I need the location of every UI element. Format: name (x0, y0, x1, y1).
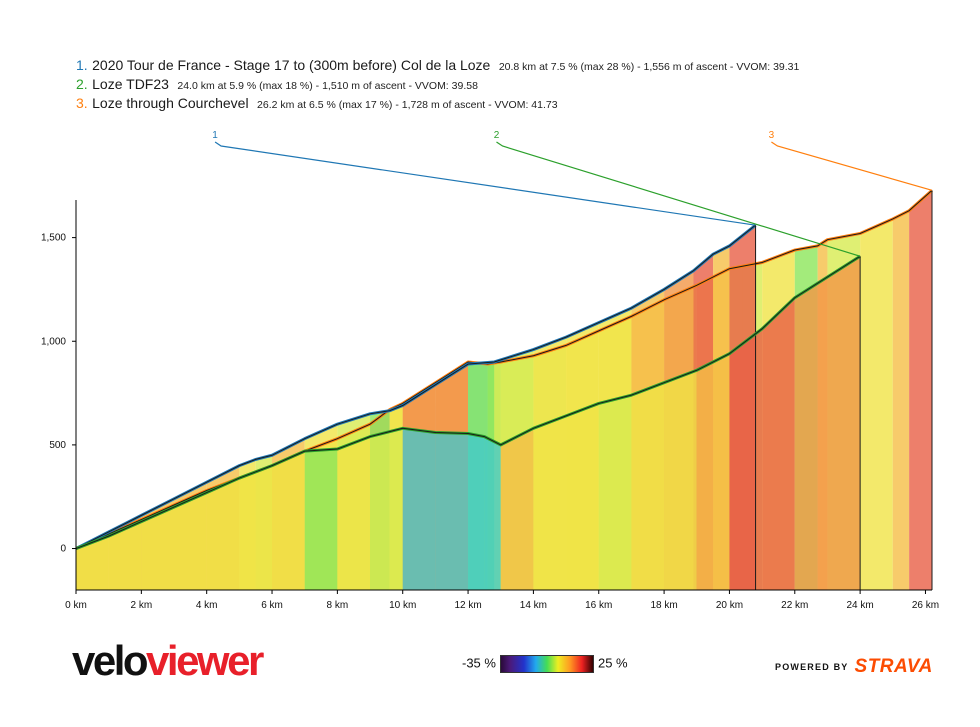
series-2-gradient-segment (533, 415, 567, 590)
series-2-outline (75, 255, 861, 550)
y-tick-label: 500 (49, 440, 66, 451)
series-3-gradient-segment (909, 190, 932, 590)
series-2-gradient-segment (827, 256, 861, 590)
x-tick-label: 20 km (716, 600, 743, 611)
legend-entry-3-name: Loze through Courchevel (92, 95, 249, 111)
series-2-gradient-segment (370, 428, 403, 590)
series-2-gradient-segment (484, 436, 501, 590)
legend-entry-2-stats: 24.0 km at 5.9 % (max 18 %) - 1,510 m of… (177, 80, 478, 92)
x-tick-label: 16 km (585, 600, 612, 611)
series-2-gradient-segment (239, 465, 273, 590)
legend-entry-1-name: 2020 Tour de France - Stage 17 to (300m … (92, 57, 491, 73)
series-2-gradient-segment (141, 507, 175, 590)
profile-callouts: 1 2 3 (212, 130, 933, 257)
gradient-scale-min: -35 % (462, 655, 496, 671)
series-2-gradient-segment (337, 436, 371, 590)
gradient-color-scale: -35 % 25 % (462, 655, 628, 673)
series-1-outline (75, 224, 756, 549)
powered-by-strava[interactable]: POWERED BY STRAVA (775, 656, 933, 678)
legend-entry-2[interactable]: 2. Loze TDF23 24.0 km at 5.9 % (max 18 %… (76, 75, 799, 94)
legend-entry-3[interactable]: 3. Loze through Courchevel 26.2 km at 6.… (76, 94, 799, 113)
veloviewer-logo[interactable]: veloviewer (72, 637, 264, 684)
series-2-gradient-segment (500, 428, 534, 590)
x-tick-label: 26 km (912, 600, 939, 611)
x-tick-label: 24 km (847, 600, 874, 611)
series-2-gradient-segment (206, 478, 240, 590)
series-3-callout-line (771, 141, 933, 191)
y-tick-label: 1,500 (41, 233, 66, 244)
x-tick-label: 14 km (520, 600, 547, 611)
series-2-gradient-segment (468, 433, 485, 590)
x-tick-label: 22 km (781, 600, 808, 611)
legend-entry-3-number: 3. (76, 95, 88, 111)
y-tick-label: 1,000 (41, 336, 66, 347)
series-2-callout-label: 2 (494, 130, 500, 141)
series-1-callout-label: 1 (212, 130, 218, 141)
series-2-gradient-segment (435, 432, 469, 590)
series-2-gradient-segment (631, 382, 665, 590)
legend-entry-1-number: 1. (76, 57, 88, 73)
profile-lines (75, 189, 933, 590)
profile-areas (76, 190, 932, 591)
x-tick-label: 0 km (65, 600, 87, 611)
powered-by-label: POWERED BY (775, 662, 849, 672)
x-tick-label: 10 km (389, 600, 416, 611)
series-2-gradient-segment (272, 451, 305, 590)
legend-entry-1[interactable]: 1. 2020 Tour de France - Stage 17 to (30… (76, 56, 799, 75)
x-tick-label: 12 km (454, 600, 481, 611)
axes: 0 500 1,000 1,500 0 km 2 km 4 km 6 km 8 km 10 km 1… (41, 200, 939, 611)
series-2-gradient-segment (174, 492, 207, 590)
series-2-gradient-segment (402, 428, 436, 590)
x-tick-label: 4 km (196, 600, 218, 611)
logo-velo: velo (72, 637, 149, 684)
series-2-callout-line (496, 141, 861, 257)
series-3-gradient-segment (860, 218, 893, 590)
series-1-callout-line (214, 141, 756, 226)
logo-viewer: viewer (146, 637, 264, 684)
series-2-gradient-segment (598, 395, 632, 590)
series-2-gradient-segment (696, 353, 730, 590)
strava-logo: STRAVA (854, 656, 933, 677)
x-tick-label: 18 km (650, 600, 677, 611)
legend: 1. 2020 Tour de France - Stage 17 to (30… (76, 56, 799, 113)
y-tick-label: 0 (60, 544, 66, 555)
series-3-callout-label: 3 (769, 130, 775, 141)
series-3-gradient-segment (892, 210, 910, 590)
series-2-gradient-segment (762, 297, 795, 590)
series-2-gradient-segment (304, 449, 338, 590)
legend-entry-2-name: Loze TDF23 (92, 76, 169, 92)
x-tick-label: 8 km (327, 600, 349, 611)
x-tick-label: 6 km (261, 600, 283, 611)
series-2-gradient-segment (566, 403, 599, 590)
series-2-gradient-segment (664, 370, 697, 590)
x-tick-label: 2 km (131, 600, 153, 611)
gradient-scale-bar (499, 655, 594, 673)
series-2-gradient-segment (794, 276, 828, 590)
gradient-scale-max: 25 % (597, 655, 628, 671)
series-2-gradient-segment (729, 328, 763, 590)
series-2-gradient-segment (76, 536, 109, 590)
series-2-gradient-segment (108, 521, 142, 590)
legend-entry-1-stats: 20.8 km at 7.5 % (max 28 %) - 1,556 m of… (498, 61, 800, 73)
legend-entry-2-number: 2. (76, 76, 88, 92)
legend-entry-3-stats: 26.2 km at 6.5 % (max 17 %) - 1,728 m of… (257, 99, 558, 111)
